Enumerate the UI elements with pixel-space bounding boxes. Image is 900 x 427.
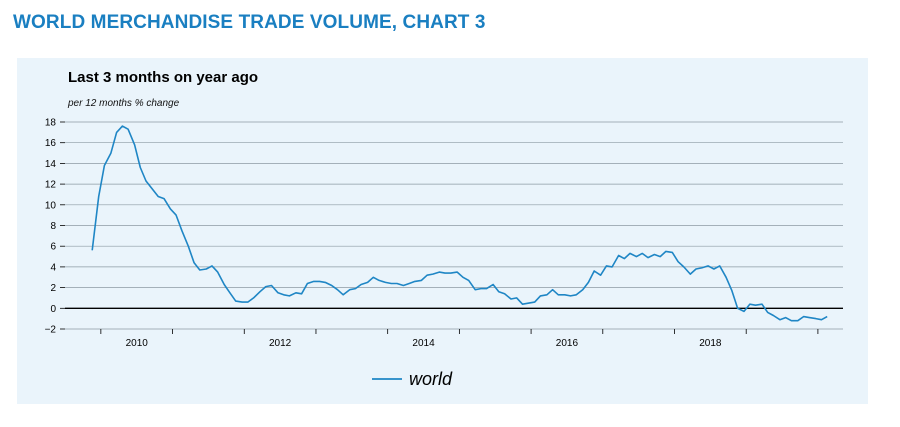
y-tick-label: 16 xyxy=(45,138,57,149)
y-tick-label: 2 xyxy=(50,283,56,294)
y-tick-label: 18 xyxy=(45,118,57,129)
y-tick-label: 0 xyxy=(50,304,56,315)
y-tick-label: 12 xyxy=(45,180,57,191)
y-axis-ticks: −2 0 2 4 6 8 10 12 14 16 18 xyxy=(45,118,65,336)
y-tick-label: −2 xyxy=(45,325,57,336)
y-tick-label: 6 xyxy=(50,242,56,253)
x-axis-ticks: 2010 2012 2014 2016 2018 xyxy=(100,329,819,349)
series-line-world xyxy=(91,125,828,322)
chart-panel: Last 3 months on year ago per 12 months … xyxy=(17,58,868,404)
series-lines xyxy=(91,125,828,322)
x-tick-label: 2014 xyxy=(412,338,435,349)
y-tick-label: 10 xyxy=(45,200,57,211)
legend-label: world xyxy=(409,369,453,389)
x-tick-label: 2016 xyxy=(556,338,579,349)
x-tick-label: 2012 xyxy=(269,338,292,349)
y-tick-label: 14 xyxy=(45,159,57,170)
y-tick-label: 4 xyxy=(50,262,56,273)
legend: world xyxy=(372,369,453,389)
grid-lines xyxy=(65,121,843,330)
y-tick-label: 8 xyxy=(50,221,56,232)
x-tick-label: 2010 xyxy=(126,338,149,349)
line-chart: −2 0 2 4 6 8 10 12 14 16 18 2010 2012 2014 2016 2018 w… xyxy=(45,118,843,389)
page-title: WORLD MERCHANDISE TRADE VOLUME, CHART 3 xyxy=(13,12,486,33)
chart-title: Last 3 months on year ago xyxy=(68,69,259,86)
y-axis-unit-label: per 12 months % change xyxy=(68,98,180,109)
x-tick-label: 2018 xyxy=(699,338,722,349)
